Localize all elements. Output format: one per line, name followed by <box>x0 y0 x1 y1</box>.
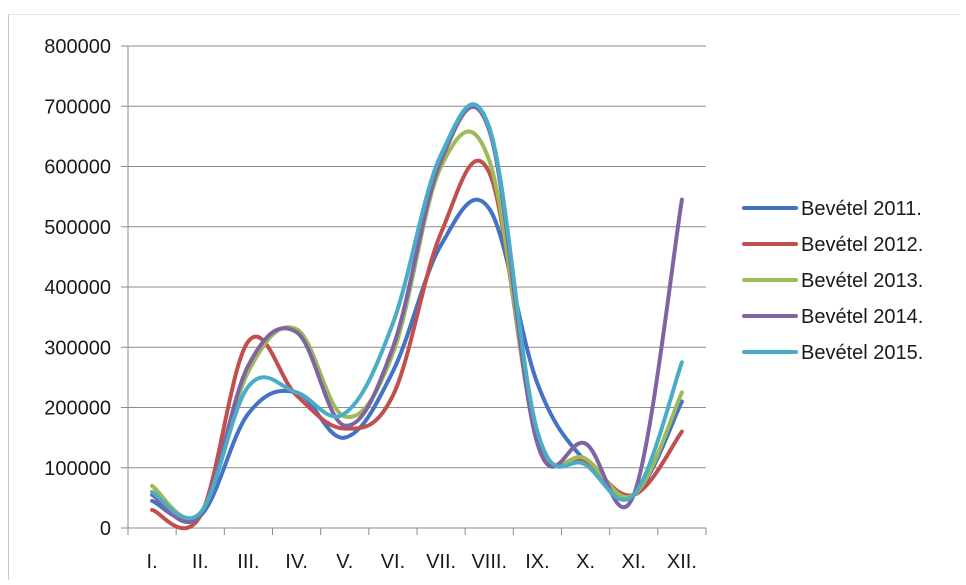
x-tick-label: I. <box>147 551 158 573</box>
legend-label: Bevétel 2015. <box>801 342 923 364</box>
x-tick-label: XI. <box>622 551 646 573</box>
legend-label: Bevétel 2011. <box>801 198 922 220</box>
series-line-5 <box>150 102 684 521</box>
y-tick-label: 800000 <box>44 36 111 58</box>
y-tick-label: 0 <box>100 518 111 540</box>
x-tick-label: IV. <box>285 551 308 573</box>
x-tick-label: XII. <box>667 551 697 573</box>
y-tick-label: 400000 <box>44 277 111 299</box>
legend-label: Bevétel 2014. <box>801 306 923 328</box>
x-tick-label: X. <box>576 551 595 573</box>
y-tick-label: 200000 <box>44 398 111 420</box>
chart-border <box>8 14 960 580</box>
x-tick-label: II. <box>192 551 209 573</box>
y-tick-label: 100000 <box>44 458 111 480</box>
legend-label: Bevétel 2013. <box>801 270 923 292</box>
legend-label: Bevétel 2012. <box>801 234 923 256</box>
series-line-2 <box>150 158 684 531</box>
x-tick-label: VII. <box>426 551 456 573</box>
x-tick-label: VI. <box>381 551 405 573</box>
x-tick-label: III. <box>237 551 259 573</box>
series-line-3 <box>150 129 684 521</box>
x-tick-label: IX. <box>525 551 549 573</box>
y-tick-label: 600000 <box>44 157 111 179</box>
y-tick-label: 700000 <box>44 96 111 118</box>
x-tick-label: VIII. <box>471 551 507 573</box>
y-tick-label: 300000 <box>44 337 111 359</box>
y-tick-label: 500000 <box>44 217 111 239</box>
x-tick-label: V. <box>336 551 353 573</box>
